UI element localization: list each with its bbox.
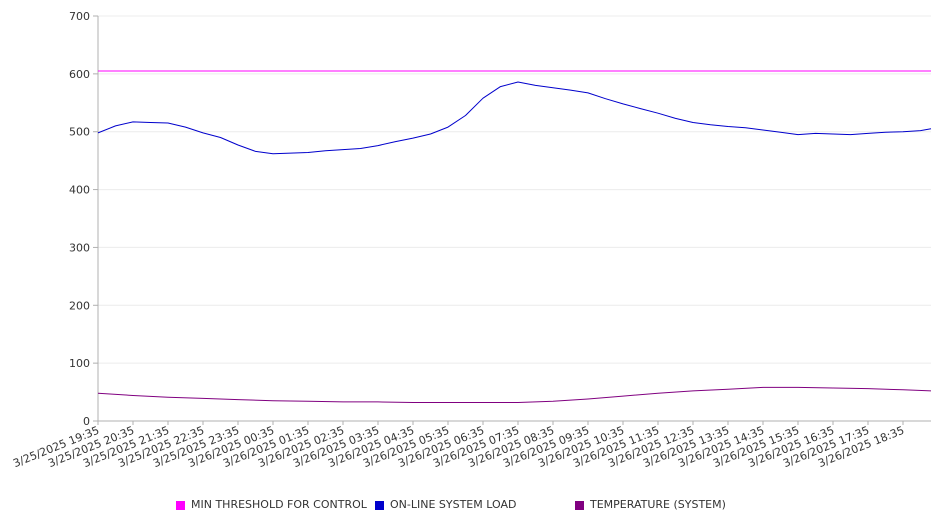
series-line-system-load (97, 81, 932, 155)
y-tick-label: 300 (69, 241, 90, 254)
legend-swatch-temperature (575, 500, 584, 510)
gridlines (98, 15, 931, 364)
x-tick-labels: 3/25/2025 19:353/25/2025 20:353/25/2025 … (11, 424, 906, 470)
legend-item-system-load[interactable]: ON-LINE SYSTEM LOAD (375, 498, 516, 512)
legend-label-temperature: TEMPERATURE (SYSTEM) (590, 498, 726, 511)
legend-swatch-system-load (375, 500, 384, 510)
legend-item-min-threshold[interactable]: MIN THRESHOLD FOR CONTROL (176, 498, 367, 512)
legend: MIN THRESHOLD FOR CONTROL ON-LINE SYSTEM… (0, 498, 946, 514)
y-tick-label: 500 (69, 126, 90, 139)
series-lines (97, 70, 932, 403)
y-tick-label: 0 (83, 415, 90, 428)
y-tick-label: 600 (69, 68, 90, 81)
series-line-temperature (97, 386, 932, 403)
legend-swatch-min-threshold (176, 500, 185, 510)
y-tick-label: 400 (69, 184, 90, 197)
legend-label-min-threshold: MIN THRESHOLD FOR CONTROL (191, 498, 367, 511)
y-tick-label: 200 (69, 299, 90, 312)
legend-item-temperature[interactable]: TEMPERATURE (SYSTEM) (575, 498, 726, 512)
y-tick-labels: 0 100 200 300 400 500 600 700 (69, 10, 90, 428)
y-tick-label: 700 (69, 10, 90, 23)
legend-label-system-load: ON-LINE SYSTEM LOAD (390, 498, 517, 511)
axes (93, 15, 931, 425)
y-tick-label: 100 (69, 357, 90, 370)
